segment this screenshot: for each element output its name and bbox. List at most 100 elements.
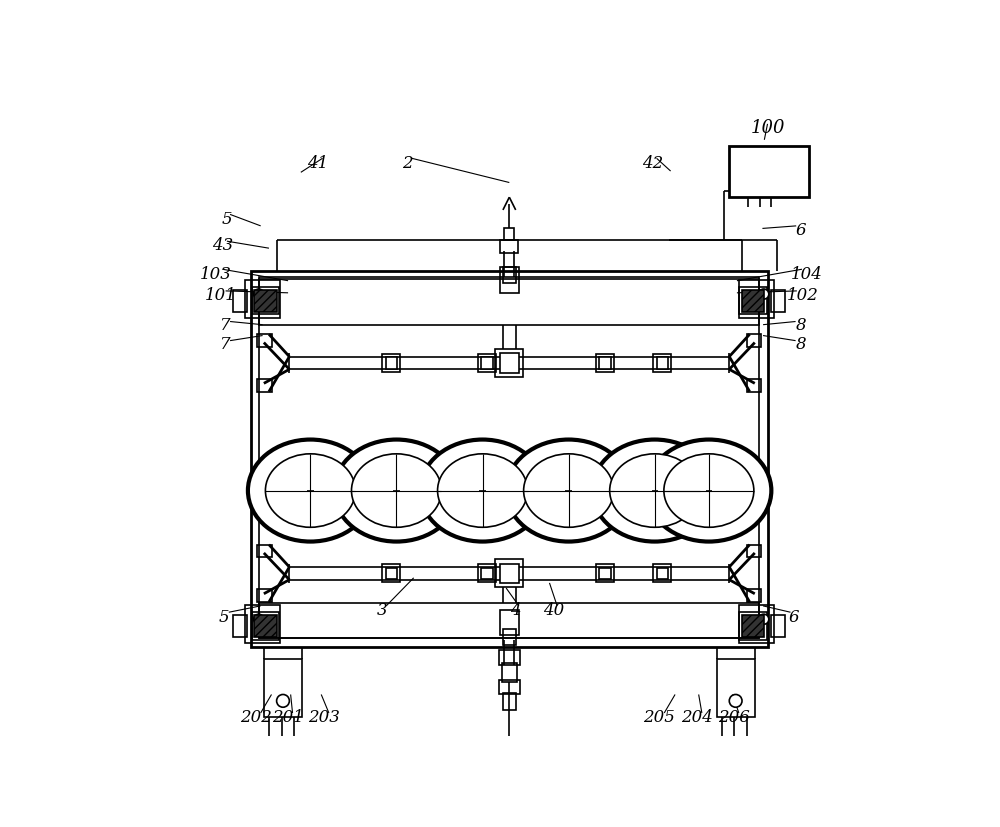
Ellipse shape [592,440,717,542]
Bar [495,350,523,377]
Bar [742,290,764,313]
Bar [264,660,302,717]
Bar [599,358,611,369]
Text: 4: 4 [510,601,521,619]
Text: 5: 5 [219,608,230,625]
Bar [233,290,247,313]
Circle shape [729,695,742,707]
Ellipse shape [438,454,528,528]
Bar [499,681,520,695]
Circle shape [759,289,769,300]
Text: 206: 206 [718,709,750,725]
Text: 41: 41 [307,155,329,171]
Ellipse shape [420,440,545,542]
Ellipse shape [248,440,373,542]
Bar [500,610,519,635]
Bar [500,564,519,583]
Bar [717,660,755,717]
Text: 8: 8 [795,317,806,334]
Bar [257,545,272,557]
Bar [653,565,671,582]
Bar [742,615,764,638]
Text: 42: 42 [642,155,663,171]
Text: 3: 3 [376,601,387,619]
Bar [747,380,761,392]
Text: 7: 7 [220,336,231,353]
Bar [599,568,611,580]
Bar [500,268,519,294]
Ellipse shape [664,454,754,528]
Bar [254,290,277,313]
Bar [739,605,774,643]
Bar [503,268,516,284]
Text: 201: 201 [272,709,304,725]
Bar [386,358,397,369]
Bar [478,355,496,372]
Bar [596,355,614,372]
Bar [503,629,516,645]
Circle shape [277,695,289,707]
Bar [257,380,272,392]
Bar [503,693,516,710]
Bar [382,565,400,582]
Text: 104: 104 [791,265,823,282]
Bar [771,290,785,313]
Bar [739,280,774,319]
Bar [771,615,785,638]
Text: 205: 205 [643,709,675,725]
Bar [499,651,520,665]
Bar [251,271,768,647]
Text: 103: 103 [200,265,232,282]
Bar [739,613,767,640]
Text: 100: 100 [750,119,785,137]
Bar [245,605,280,643]
Ellipse shape [610,454,700,528]
Bar [481,568,493,580]
Bar [596,565,614,582]
Ellipse shape [524,454,614,528]
Text: 204: 204 [681,709,713,725]
Text: 5: 5 [222,210,232,227]
Bar [495,560,523,588]
Text: 6: 6 [795,222,806,238]
Bar [657,568,668,580]
Text: 102: 102 [787,287,819,304]
Text: 2: 2 [402,155,413,171]
Text: 6: 6 [789,608,800,625]
Ellipse shape [334,440,459,542]
Bar [382,355,400,372]
Bar [500,241,518,253]
Bar [729,147,809,198]
Bar [254,615,277,638]
Bar [233,615,247,638]
Bar [504,229,514,241]
Text: 101: 101 [205,287,236,304]
Bar [653,355,671,372]
Ellipse shape [506,440,631,542]
Circle shape [759,614,769,624]
Bar [747,545,761,557]
Bar [481,358,493,369]
Bar [252,613,279,640]
Bar [502,662,517,682]
Ellipse shape [646,440,771,542]
Bar [252,288,279,315]
Circle shape [254,614,264,624]
Bar [257,590,272,602]
Text: 202: 202 [240,709,272,725]
Text: 7: 7 [220,317,231,334]
Bar [259,280,759,638]
Bar [259,278,759,325]
Text: 203: 203 [308,709,340,725]
Bar [500,354,519,373]
Bar [657,358,668,369]
Bar [747,590,761,602]
Text: 43: 43 [212,237,233,254]
Ellipse shape [351,454,441,528]
Bar [747,335,761,347]
Text: 8: 8 [795,336,806,353]
Circle shape [254,289,264,300]
Bar [386,568,397,580]
Text: 40: 40 [543,601,565,619]
Ellipse shape [265,454,355,528]
